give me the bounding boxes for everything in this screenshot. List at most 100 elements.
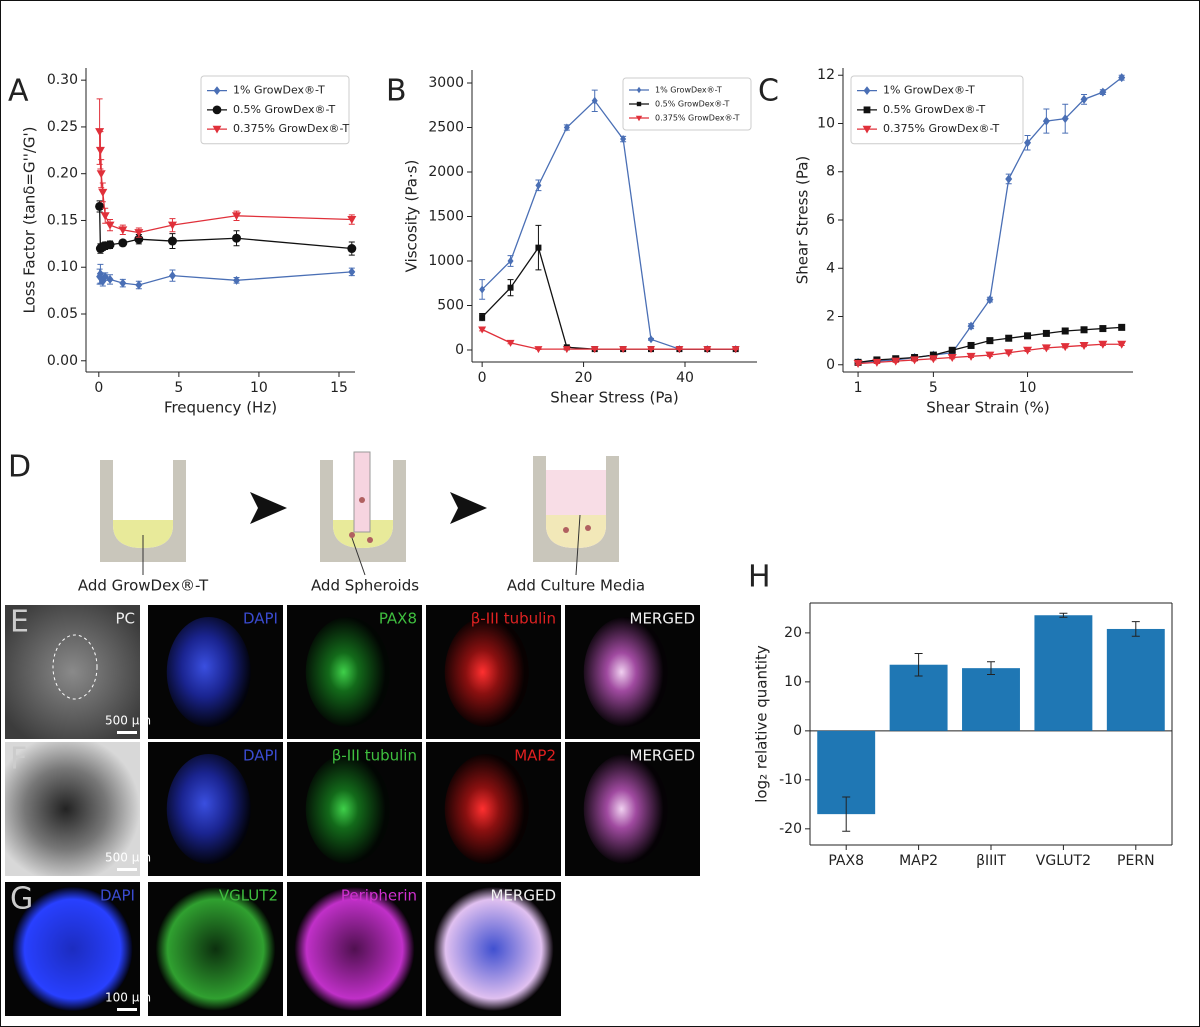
marker [95, 201, 105, 211]
legend-label: 1% GrowDex®-T [233, 84, 325, 97]
legend-label: 0.375% GrowDex®-T [233, 122, 349, 135]
marker [95, 146, 105, 155]
y-tick-label: -20 [779, 821, 802, 837]
y-tick-label: 500 [437, 297, 464, 313]
marker [168, 271, 176, 281]
marker [1061, 114, 1069, 124]
image-label: PAX8 [379, 610, 417, 628]
marker [928, 355, 938, 364]
legend-box [850, 75, 1024, 145]
legend-label: 0.375% GrowDex®-T [655, 114, 740, 123]
well [533, 456, 619, 562]
x-tick-label: PERN [1117, 853, 1155, 869]
legend-label: 1% GrowDex®-T [655, 86, 722, 95]
marker [118, 226, 128, 235]
x-axis-label: Shear Strain (%) [926, 399, 1050, 417]
marker [1061, 327, 1069, 335]
marker [100, 212, 110, 221]
y-tick-label: 4 [826, 260, 835, 276]
cell-mass [305, 754, 390, 864]
image-label: β-III tubulin [471, 610, 556, 628]
image-label: DAPI [100, 887, 135, 905]
pipette [353, 451, 371, 533]
marker [535, 181, 542, 190]
marker [591, 96, 598, 105]
marker [1005, 174, 1013, 184]
marker [134, 229, 144, 238]
series-line [98, 131, 352, 234]
marker [619, 346, 628, 354]
marker [507, 284, 514, 291]
marker [478, 326, 487, 334]
cell-mass [444, 617, 529, 727]
marker [1023, 346, 1033, 355]
cell-mass [444, 754, 529, 864]
cell-mass [433, 887, 554, 1011]
x-tick-label: 40 [676, 370, 694, 386]
y-tick-label: 0.20 [47, 166, 78, 182]
error-bar [987, 661, 995, 676]
x-tick-label: 15 [330, 380, 348, 396]
marker [967, 341, 975, 349]
legend-box [200, 75, 350, 145]
y-tick-label: 0.25 [47, 119, 78, 135]
marker [479, 314, 486, 321]
marker [232, 233, 242, 243]
bar [1106, 628, 1165, 731]
y-tick-label: 2 [826, 309, 835, 325]
x-axis-label: Shear Stress (Pa) [550, 389, 679, 407]
well [320, 460, 406, 562]
legend-label: 1% GrowDex®-T [883, 84, 975, 97]
y-tick-label: 1500 [428, 208, 464, 224]
marker [348, 267, 356, 277]
marker [1042, 116, 1050, 126]
y-tick-label: 0.15 [47, 212, 78, 228]
diagram: D Add GrowDex®-T Add Spheroids Add Cultu… [8, 450, 645, 595]
marker [648, 335, 655, 344]
legend-label: 0.5% GrowDex®-T [883, 103, 985, 116]
marker [620, 135, 627, 144]
y-tick-label: 0.05 [47, 306, 78, 322]
x-tick-label: PAX8 [828, 853, 864, 869]
x-tick-label: 5 [174, 380, 183, 396]
x-axis-label: Frequency (Hz) [164, 399, 277, 417]
panel-label: E [10, 605, 29, 640]
marker [635, 115, 643, 122]
image-label: VGLUT2 [219, 887, 278, 905]
pointer [575, 514, 581, 576]
legend-label: 0.5% GrowDex®-T [655, 100, 729, 109]
marker [233, 275, 241, 285]
y-axis-label: Shear Stress (Pa) [794, 156, 812, 285]
marker [1005, 334, 1013, 342]
marker [562, 346, 571, 354]
marker [929, 351, 937, 359]
bar [962, 668, 1020, 731]
marker [534, 346, 543, 354]
cell-mass [583, 754, 668, 864]
image-label: MAP2 [514, 747, 556, 765]
outline [52, 634, 98, 700]
marker [232, 212, 242, 221]
panel-label: A [8, 74, 29, 109]
marker [96, 170, 106, 179]
bar [1034, 615, 1093, 731]
gel [546, 515, 606, 548]
marker [535, 244, 542, 251]
image-label: MERGED [630, 610, 696, 628]
marker [347, 216, 357, 225]
series-line [481, 246, 736, 350]
panel-label: C [758, 74, 779, 109]
error-bar [1131, 621, 1140, 637]
panel-label: F [10, 742, 27, 777]
marker [636, 101, 642, 107]
marker [1041, 344, 1051, 353]
marker [731, 346, 740, 354]
y-tick-label: 8 [826, 164, 835, 180]
pointer [351, 537, 366, 576]
marker [1080, 94, 1088, 104]
marker [590, 346, 599, 354]
cell-mass [12, 887, 133, 1011]
marker [986, 337, 994, 345]
image-label: DAPI [243, 747, 278, 765]
